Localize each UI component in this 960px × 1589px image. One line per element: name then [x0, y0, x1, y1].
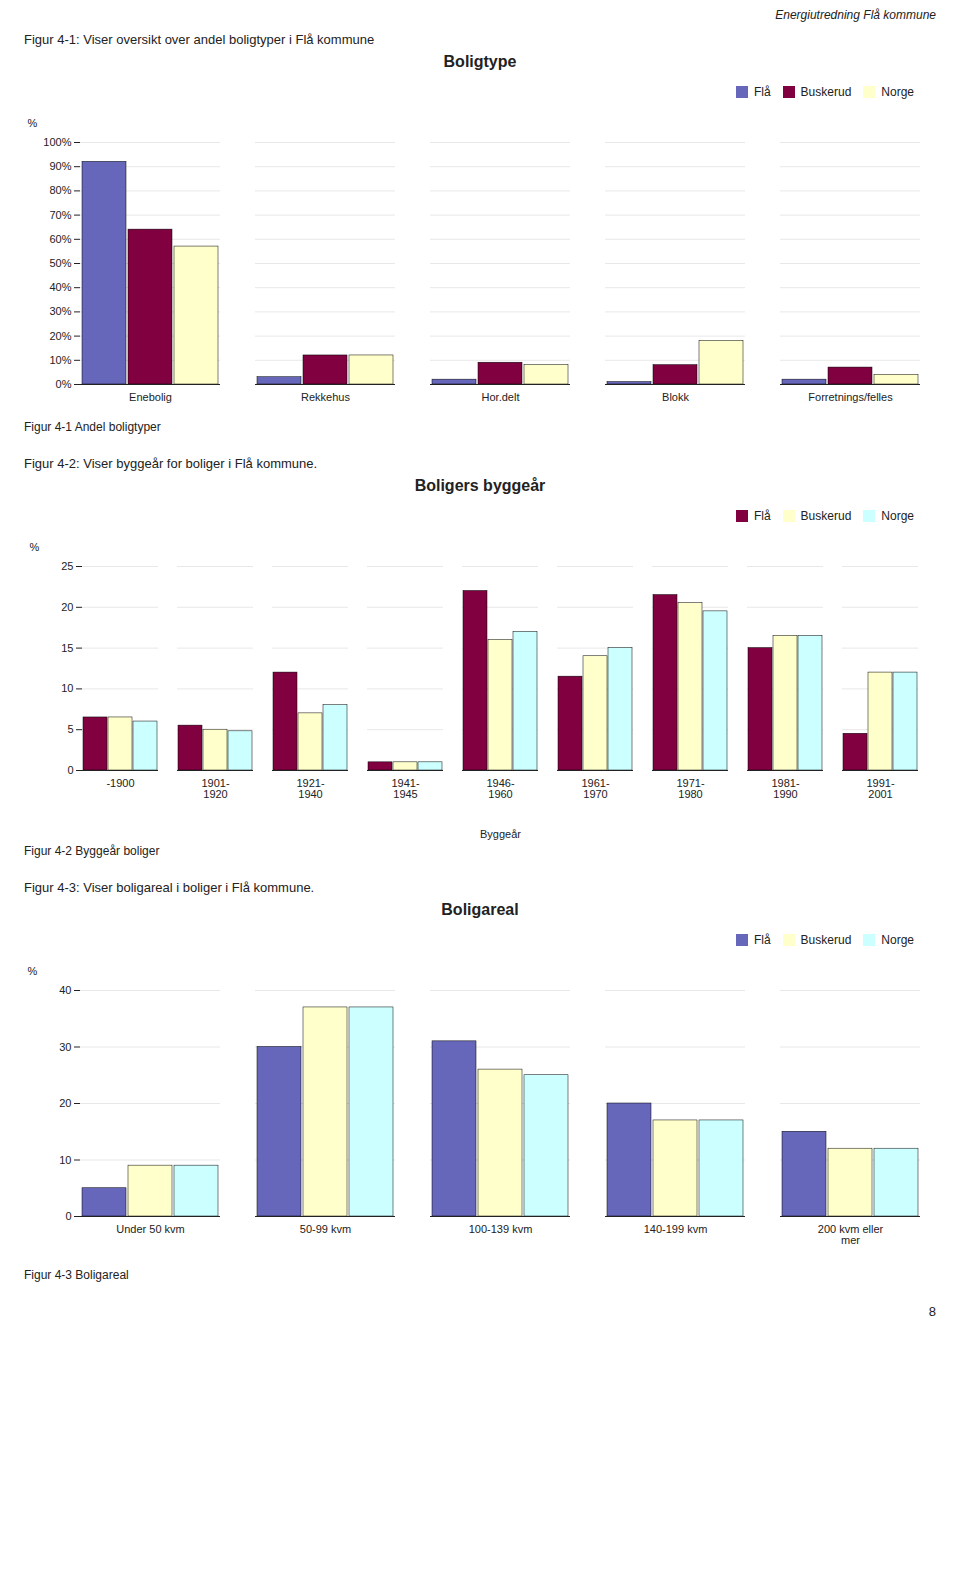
svg-text:40%: 40% [49, 281, 71, 293]
svg-text:5: 5 [67, 723, 73, 735]
svg-text:140-199 kvm: 140-199 kvm [644, 1223, 708, 1235]
svg-text:Rekkehus: Rekkehus [301, 391, 350, 403]
svg-text:Enebolig: Enebolig [129, 391, 172, 403]
html-text:Figur 4-2: Viser byggeår for b: Figur 4-2: Viser byggeår for boliger i F… [24, 456, 318, 471]
svg-text:20: 20 [59, 1097, 71, 1109]
svg-text:80%: 80% [49, 184, 71, 196]
svg-text:50-99 kvm: 50-99 kvm [300, 1223, 351, 1235]
svg-text:Byggeår: Byggeår [480, 828, 521, 840]
svg-text:Hor.delt: Hor.delt [482, 391, 520, 403]
svg-text:Under 50 kvm: Under 50 kvm [116, 1223, 184, 1235]
html-text:Figur 4-1: Viser oversikt over: Figur 4-1: Viser oversikt over andel bol… [24, 32, 375, 47]
html-text:Boligareal: Boligareal [441, 901, 519, 918]
svg-text:60%: 60% [49, 233, 71, 245]
svg-text:200 kvm ellermer: 200 kvm ellermer [818, 1223, 884, 1246]
svg-text:%: % [28, 965, 38, 977]
svg-text:100-139 kvm: 100-139 kvm [469, 1223, 533, 1235]
svg-text:50%: 50% [49, 257, 71, 269]
svg-text:0%: 0% [56, 378, 72, 390]
html-text:Figur 4-3 Boligareal: Figur 4-3 Boligareal [24, 1268, 129, 1282]
html-text:Norge: Norge [881, 932, 914, 947]
svg-text:40: 40 [59, 984, 71, 996]
svg-text:1991-2001: 1991-2001 [866, 777, 894, 800]
svg-text:30: 30 [59, 1041, 71, 1053]
svg-text:1971-1980: 1971-1980 [676, 777, 704, 800]
html-text:Buskerud: Buskerud [800, 932, 852, 947]
html-text:Figur 4-1 Andel boligtyper: Figur 4-1 Andel boligtyper [24, 420, 161, 434]
svg-text:1901-1920: 1901-1920 [201, 777, 229, 800]
svg-text:Blokk: Blokk [662, 391, 689, 403]
html-text:Norge: Norge [881, 84, 914, 99]
svg-text:1961-1970: 1961-1970 [581, 777, 609, 800]
svg-text:10: 10 [61, 682, 73, 694]
svg-text:90%: 90% [49, 160, 71, 172]
svg-text:%: % [28, 117, 38, 129]
html-text:Figur 4-2 Byggeår boliger: Figur 4-2 Byggeår boliger [24, 844, 160, 858]
svg-text:20%: 20% [49, 330, 71, 342]
html-text:Norge: Norge [881, 508, 914, 523]
svg-text:30%: 30% [49, 305, 71, 317]
html-text:Buskerud: Buskerud [800, 508, 852, 523]
svg-text:20: 20 [61, 601, 73, 613]
html-text:Boligers byggeår: Boligers byggeår [414, 477, 546, 494]
html-text:Energiutredning Flå kommune: Energiutredning Flå kommune [775, 8, 936, 22]
svg-text:15: 15 [61, 642, 73, 654]
html-text:Boligtype: Boligtype [443, 53, 517, 70]
svg-text:25: 25 [61, 560, 73, 572]
svg-text:0: 0 [65, 1210, 71, 1222]
html-text:Flå: Flå [753, 508, 771, 523]
svg-text:70%: 70% [49, 209, 71, 221]
svg-text:1921-1940: 1921-1940 [296, 777, 324, 800]
svg-text:1941-1945: 1941-1945 [391, 777, 419, 800]
svg-text:%: % [30, 541, 40, 553]
html-text:Buskerud: Buskerud [800, 84, 852, 99]
html-text:Flå: Flå [753, 932, 771, 947]
svg-text:100%: 100% [43, 136, 71, 148]
svg-text:1946-1960: 1946-1960 [486, 777, 514, 800]
svg-text:-1900: -1900 [106, 777, 134, 789]
html-text:Figur 4-3: Viser boligareal i: Figur 4-3: Viser boligareal i boliger i … [24, 880, 315, 895]
html-text:Flå: Flå [753, 84, 771, 99]
html-text:8: 8 [928, 1304, 936, 1319]
svg-text:1981-1990: 1981-1990 [771, 777, 799, 800]
svg-text:0: 0 [67, 764, 73, 776]
svg-text:10%: 10% [49, 354, 71, 366]
svg-text:10: 10 [59, 1154, 71, 1166]
svg-text:Forretnings/felles: Forretnings/felles [808, 391, 893, 403]
